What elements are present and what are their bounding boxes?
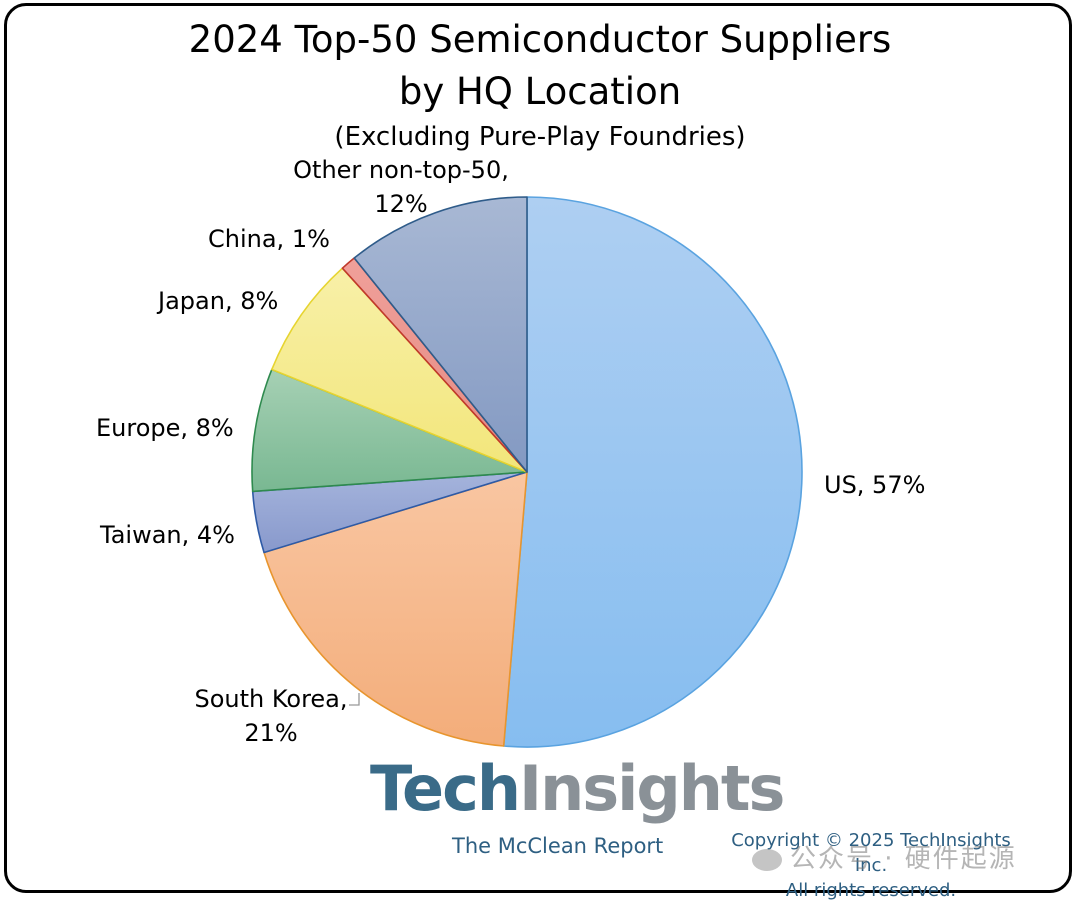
slice-label-japan: Japan, 8% xyxy=(158,287,279,315)
copyright-line2: All rights reserved. xyxy=(785,880,957,901)
slice-label-europe: Europe, 8% xyxy=(96,414,234,442)
watermark: 公众号 · 硬件起源 xyxy=(752,838,1017,875)
pie-slice-other-non-top-50 xyxy=(353,196,528,473)
logo-part-tech: Tech xyxy=(370,752,521,825)
slice-label-us: US, 57% xyxy=(824,471,926,499)
pie-slice-japan xyxy=(271,267,528,473)
copyright-line1: Copyright © 2025 TechInsights Inc. xyxy=(731,830,1011,876)
copyright-notice: Copyright © 2025 TechInsights Inc. All r… xyxy=(716,828,1026,903)
slice-label-south-korea-line2: 21% xyxy=(244,719,298,747)
pie-slice-europe xyxy=(251,368,528,493)
watermark-text: 公众号 · 硬件起源 xyxy=(790,844,1017,874)
logo-part-insights: Insights xyxy=(519,752,785,825)
slice-label-other-line1: Other non-top-50, xyxy=(293,156,509,184)
pie-slice-south-korea xyxy=(263,471,528,747)
pie-slice-us xyxy=(502,196,803,748)
slice-label-south-korea-line1: South Korea, xyxy=(194,685,348,713)
report-name: The McClean Report xyxy=(452,834,664,858)
slice-label-other-line2: 12% xyxy=(374,190,428,218)
chart-title-line1: 2024 Top-50 Semiconductor Suppliers xyxy=(188,18,892,61)
chart-subtitle: (Excluding Pure-Play Foundries) xyxy=(334,122,746,152)
slice-label-taiwan: Taiwan, 4% xyxy=(100,521,235,549)
slice-label-other: Other non-top-50, 12% xyxy=(290,153,512,221)
slice-label-china: China, 1% xyxy=(208,225,330,253)
wechat-icon xyxy=(752,848,782,871)
chart-frame xyxy=(4,3,1072,893)
chart-title-line2: by HQ Location xyxy=(398,70,682,113)
techinsights-logo: TechInsights xyxy=(370,752,785,825)
leader-line-south-korea xyxy=(349,693,360,706)
title-block: 2024 Top-50 Semiconductor Suppliers by H… xyxy=(0,14,1080,154)
slice-label-south-korea: South Korea, 21% xyxy=(186,682,356,750)
